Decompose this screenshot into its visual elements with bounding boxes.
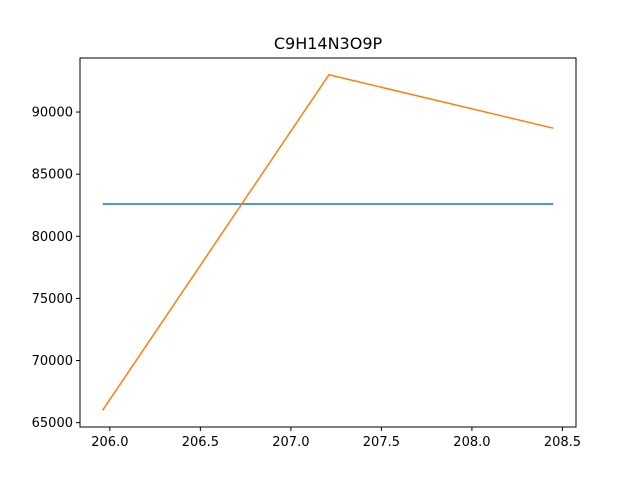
y-tick-label: 65000	[32, 416, 73, 431]
plot-frame	[79, 57, 577, 428]
x-axis: 206.0 206.5 207.0 207.5 208.0 208.5	[91, 427, 581, 450]
chart-title: C9H14N3O9P	[274, 34, 383, 53]
y-tick-label: 75000	[32, 292, 73, 307]
x-tick-label: 206.0	[91, 435, 128, 450]
x-tick-label: 207.5	[363, 435, 400, 450]
series-layer	[102, 74, 554, 411]
x-tick-label: 208.5	[544, 435, 581, 450]
series-line-2	[102, 74, 554, 411]
y-tick-label: 85000	[32, 168, 73, 183]
y-tick-label: 90000	[32, 106, 73, 121]
y-tick-label: 70000	[32, 354, 73, 369]
x-tick-label: 208.0	[453, 435, 490, 450]
x-tick-label: 206.5	[182, 435, 219, 450]
y-axis: 65000 70000 75000 80000 85000 90000	[32, 106, 80, 431]
x-tick-label: 207.0	[272, 435, 309, 450]
y-tick-label: 80000	[32, 230, 73, 245]
